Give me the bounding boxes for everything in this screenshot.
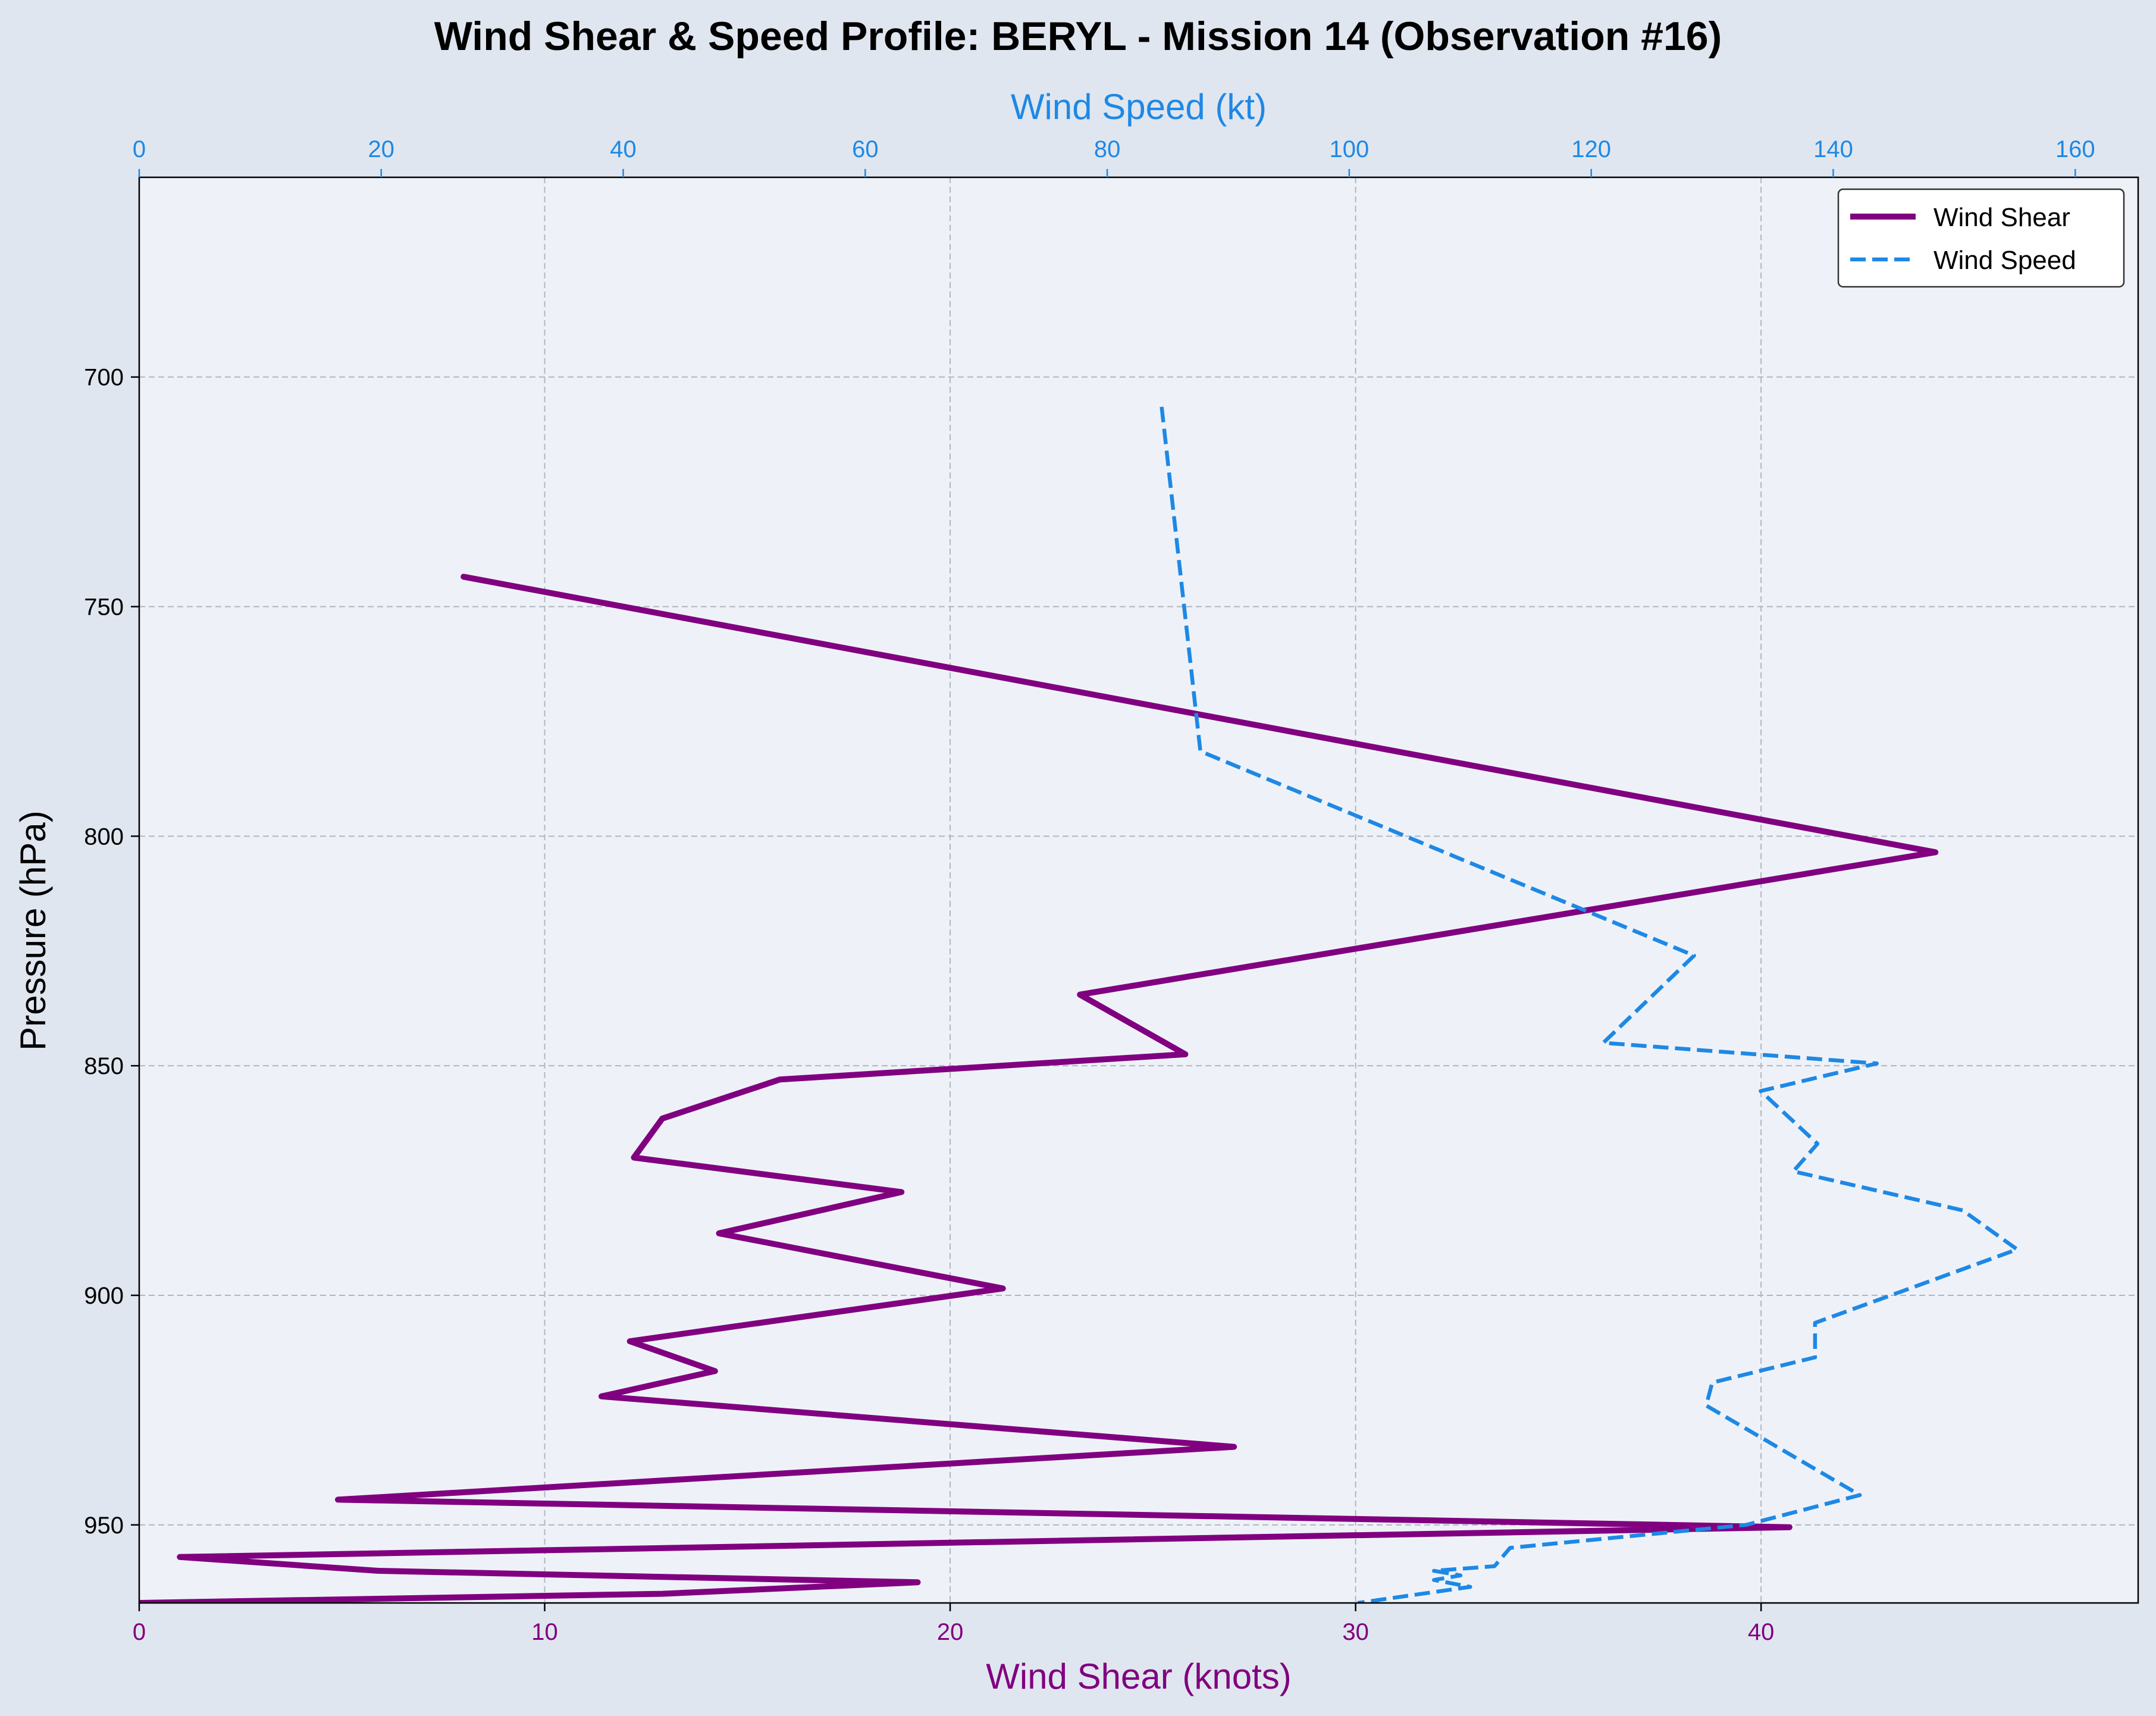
- series-line-wind-speed: [1160, 406, 2019, 1603]
- plot-area: [139, 177, 2138, 1603]
- series-line-wind-shear: [139, 574, 1939, 1603]
- legend: Wind Shear Wind Speed: [1837, 188, 2125, 288]
- x-bottom-tick-label: 10: [531, 1619, 558, 1645]
- x-top-tick-label: 60: [852, 136, 879, 162]
- y-tick-label: 800: [84, 823, 124, 850]
- legend-label-wind-speed: Wind Speed: [1933, 246, 2076, 275]
- y-tick-label: 850: [84, 1053, 124, 1079]
- y-axis-title: Pressure (hPa): [13, 810, 53, 1050]
- y-tick-label: 750: [84, 594, 124, 621]
- grid: [139, 177, 2138, 1603]
- series-layer: [139, 406, 2019, 1603]
- legend-label-wind-shear: Wind Shear: [1933, 203, 2070, 232]
- x-top-tick-label: 80: [1094, 136, 1121, 162]
- plot-frame: [138, 176, 2139, 1604]
- x-top-tick-label: 140: [1813, 136, 1853, 162]
- x-bottom-tick-label: 30: [1342, 1619, 1369, 1645]
- axes: 0 10 20 30 40 0 20 40 60 80 100 120 140 160 700 750 800 8…: [84, 136, 2095, 1645]
- chart-title: Wind Shear & Speed Profile: BERYL - Miss…: [434, 14, 1722, 59]
- x-bottom-axis-title: Wind Shear (knots): [986, 1656, 1292, 1696]
- x-top-axis-title: Wind Speed (kt): [1011, 87, 1267, 127]
- x-top-tick-label: 0: [133, 136, 146, 162]
- x-top-tick-label: 20: [368, 136, 395, 162]
- x-top-tick-label: 160: [2055, 136, 2095, 162]
- x-bottom-tick-label: 0: [133, 1619, 146, 1645]
- x-top-tick-label: 120: [1571, 136, 1611, 162]
- x-bottom-tick-label: 40: [1748, 1619, 1775, 1645]
- y-tick-label: 700: [84, 365, 124, 391]
- x-top-tick-label: 100: [1330, 136, 1370, 162]
- x-top-tick-label: 40: [610, 136, 637, 162]
- x-bottom-tick-label: 20: [937, 1619, 964, 1645]
- y-tick-label: 950: [84, 1513, 124, 1539]
- y-tick-label: 900: [84, 1283, 124, 1309]
